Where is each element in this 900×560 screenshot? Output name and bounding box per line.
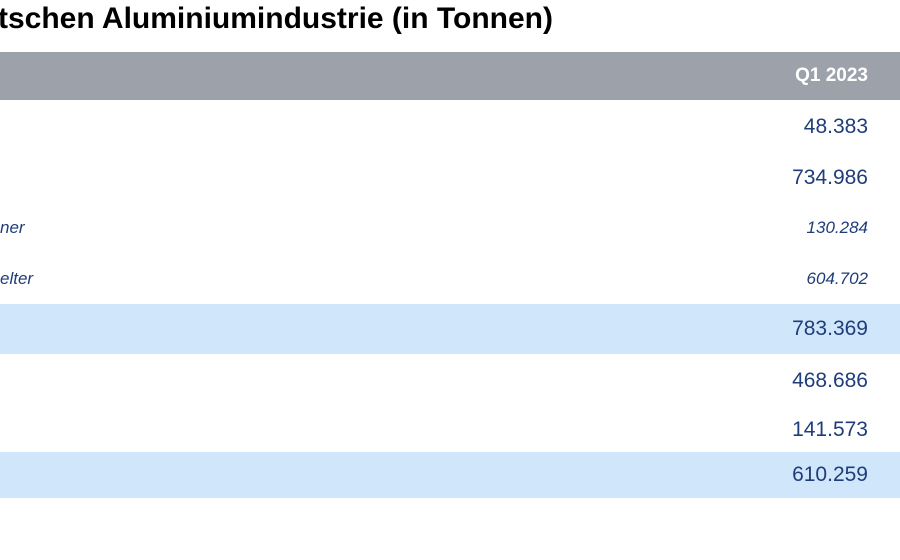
table-row: 48.383 (0, 102, 900, 152)
table-row: 783.369 (0, 304, 900, 354)
row-label: ner (0, 218, 25, 237)
table-row: 468.686 (0, 356, 900, 406)
table-row: 610.259 (0, 452, 900, 498)
row-value: 734.986 (792, 166, 868, 189)
row-value: 130.284 (806, 218, 868, 237)
title: tschen Aluminiumindustrie (in Tonnen) (0, 2, 553, 35)
row-value: 468.686 (792, 369, 868, 392)
table-row: 141.573 (0, 407, 900, 453)
row-value: 141.573 (792, 418, 868, 441)
table-header: Q1 2023 (0, 52, 900, 100)
row-value: 48.383 (803, 115, 868, 138)
row-value: 610.259 (792, 463, 868, 486)
row-value: 783.369 (792, 317, 868, 340)
table-row: 734.986 (0, 153, 900, 203)
table-row: ner 130.284 (0, 203, 900, 253)
row-label: elter (0, 269, 34, 288)
row-value: 604.702 (806, 269, 868, 288)
column-header: Q1 2023 (795, 65, 868, 86)
table-row: elter 604.702 (0, 254, 900, 304)
